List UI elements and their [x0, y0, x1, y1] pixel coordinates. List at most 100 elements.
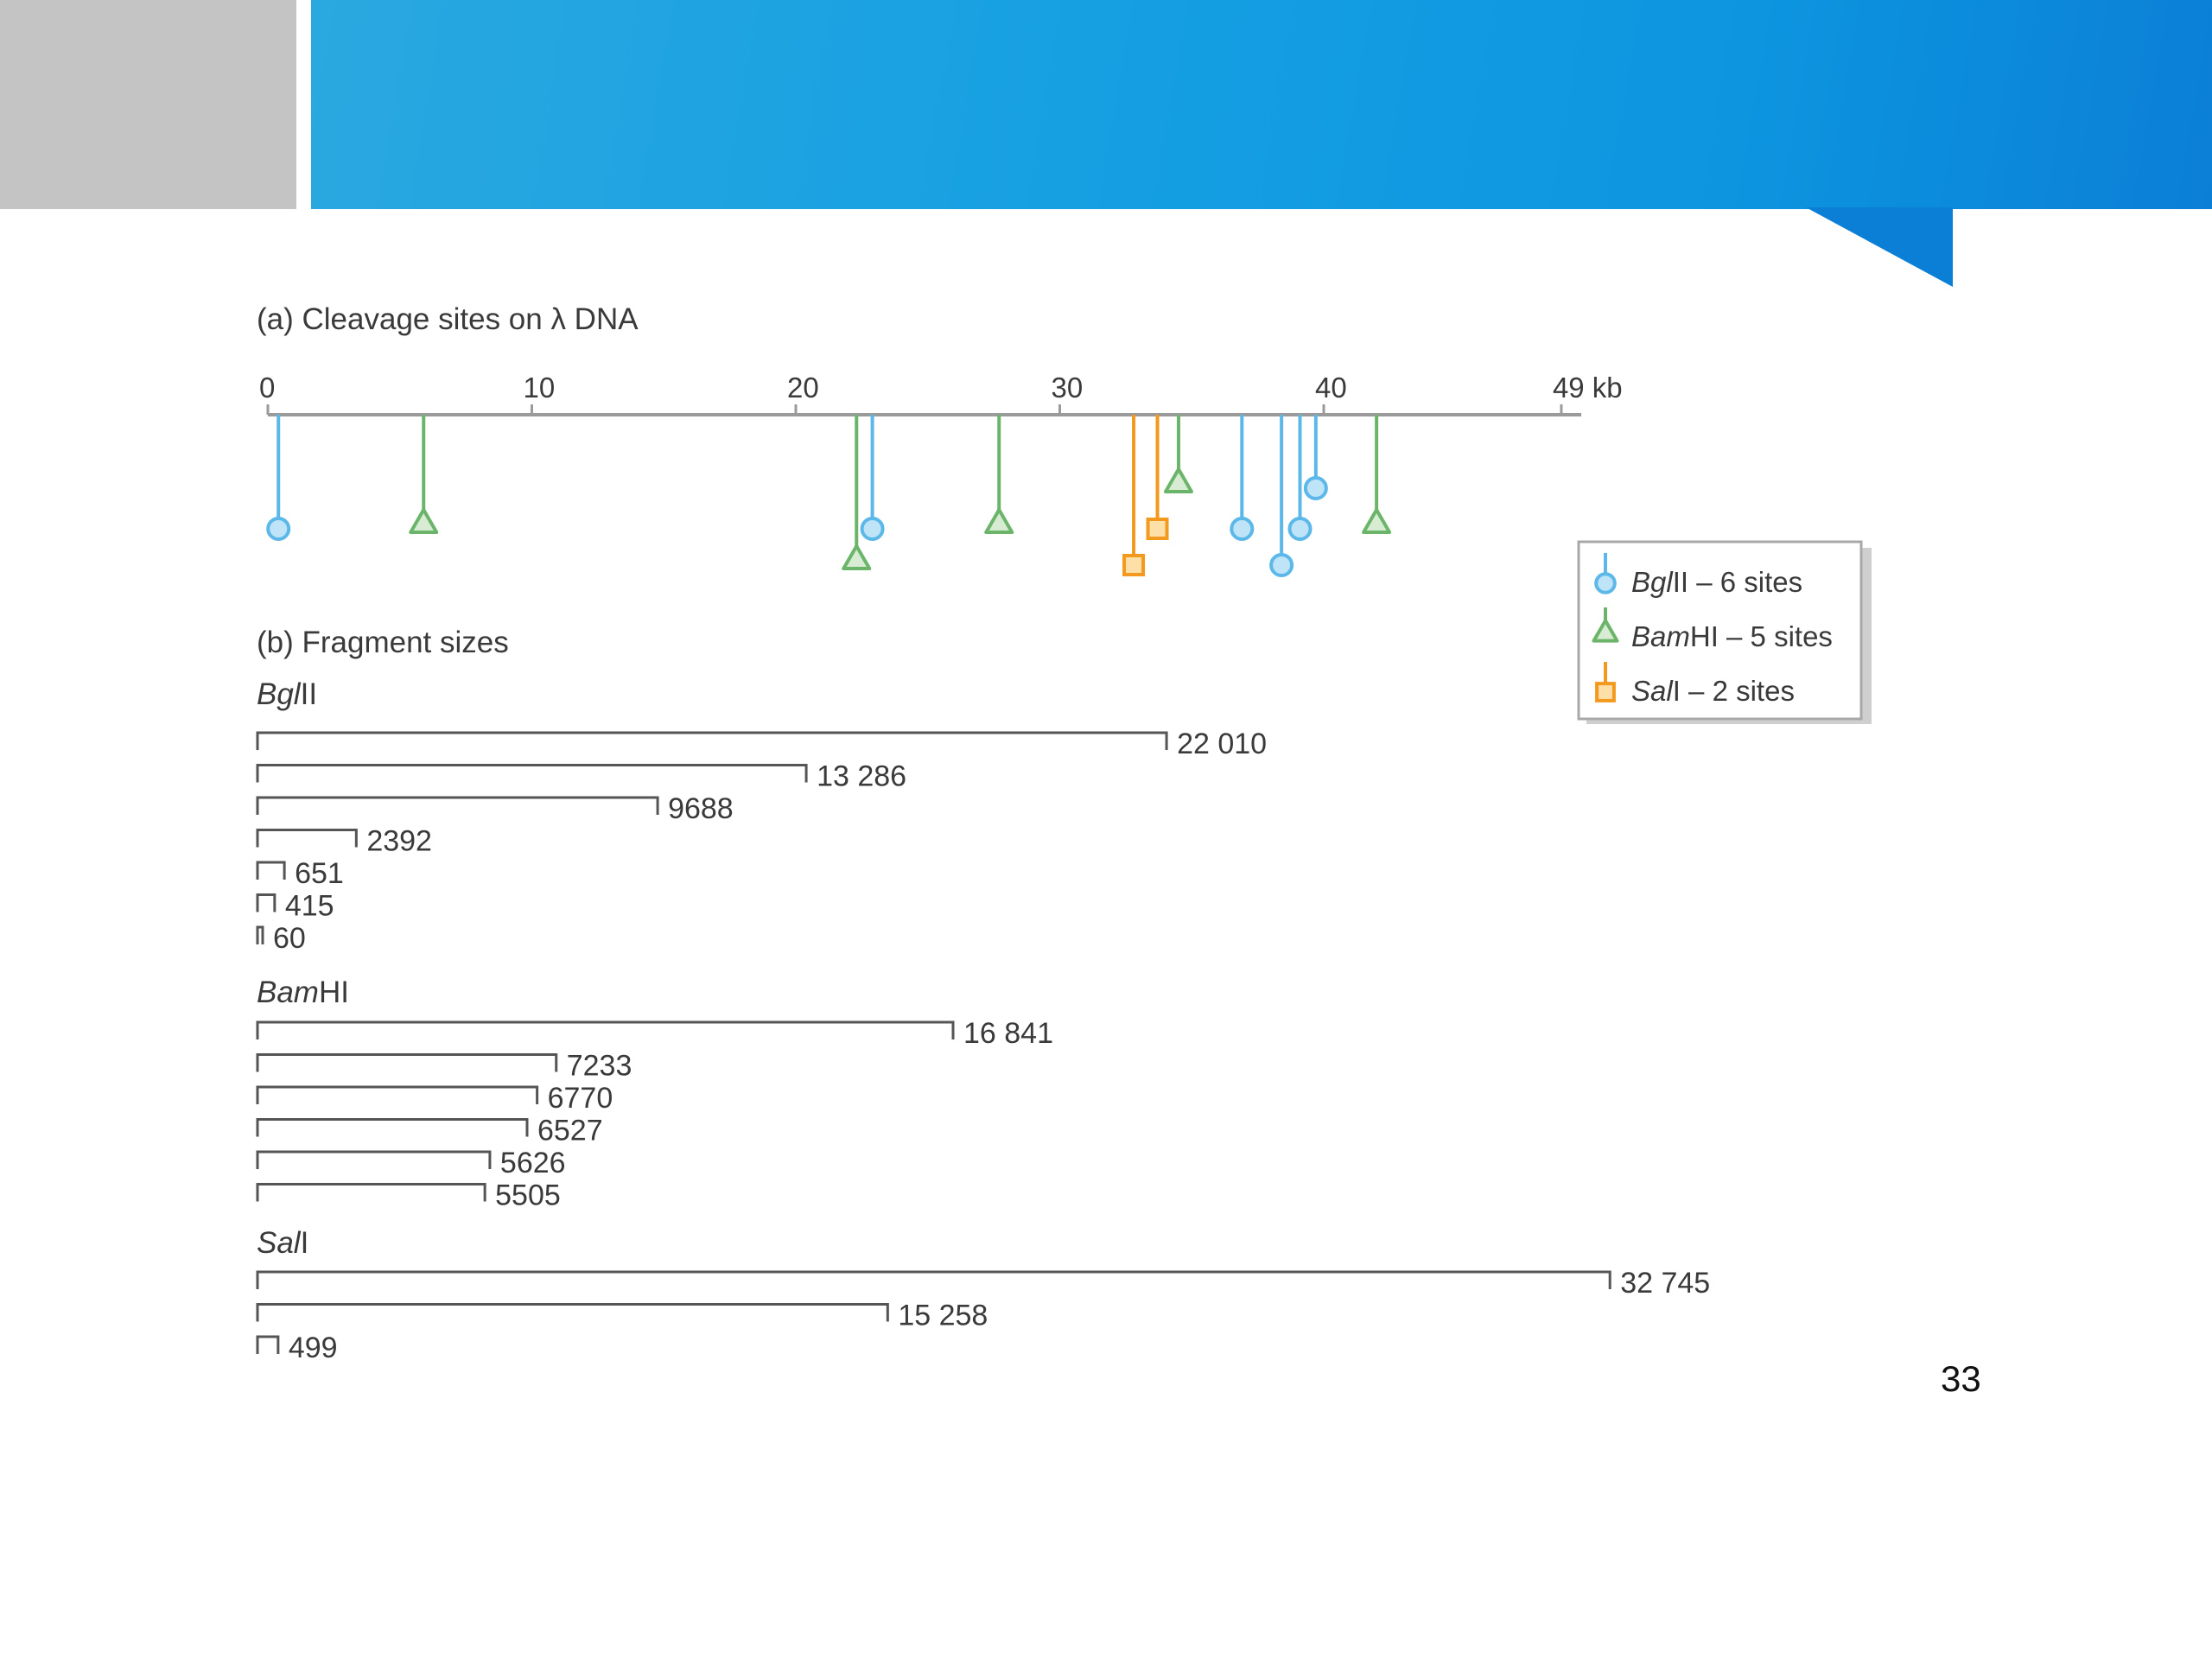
fragment-size-label: 499: [289, 1332, 338, 1364]
bamHI-site: [1163, 415, 1193, 493]
bamHI-site: [842, 415, 872, 570]
group-enzyme-italic: Bam: [257, 976, 319, 1009]
fragment-group-title: BglII: [257, 677, 317, 711]
salI-site: [1122, 415, 1146, 576]
fragment-bracket: [256, 893, 276, 912]
bglII-site: [1303, 415, 1328, 500]
axis-tick-label: 40: [1315, 372, 1347, 404]
legend-site-count: – 5 sites: [1719, 620, 1833, 652]
group-enzyme-rest: HI: [319, 976, 349, 1009]
bglII-site: [1287, 415, 1313, 541]
axis-tick-label: 20: [787, 372, 819, 404]
bglII-site: [1269, 415, 1294, 577]
bamHI-site-triangle-icon: [1163, 467, 1193, 493]
fragment-size-label: 651: [295, 857, 344, 890]
fragment-bracket: [256, 764, 808, 783]
fragment-size-label: 9688: [668, 792, 734, 825]
fragment-bracket: [256, 731, 1168, 750]
fragment-size-label: 15 258: [898, 1300, 988, 1332]
bglII-site-circle-icon: [1303, 476, 1328, 500]
panel-a-title: (a) Cleavage sites on λ DNA: [257, 302, 639, 336]
fragment-size-label: 6527: [537, 1115, 603, 1147]
bglII-site-circle-icon: [1287, 517, 1313, 541]
bglII-site-circle-icon: [860, 517, 885, 541]
group-enzyme-rest: II: [301, 677, 317, 711]
bamHI-site-triangle-icon: [1362, 508, 1392, 534]
fragment-bracket: [256, 925, 264, 944]
fragment-bracket: [256, 1270, 1611, 1289]
fragment-size-label: 60: [273, 922, 306, 955]
bamHI-site-triangle-icon: [984, 508, 1014, 534]
fragment-bracket: [256, 1183, 486, 1202]
fragment-bracket: [256, 1150, 492, 1169]
fragment-bracket: [256, 796, 659, 815]
bglII-site: [1230, 415, 1255, 541]
legend-site-count: – 2 sites: [1681, 675, 1795, 707]
salI-site-square-icon: [1146, 518, 1169, 540]
fragment-bracket: [256, 1085, 539, 1104]
legend-site-count: – 6 sites: [1688, 566, 1802, 598]
slide-number: 33: [1941, 1358, 1981, 1399]
legend-item: BamHI – 5 sites: [1592, 607, 1833, 652]
legend-enzyme-italic: Sal: [1631, 675, 1674, 707]
fragment-size-label: 6770: [548, 1082, 613, 1115]
fragment-size-label: 32 745: [1620, 1267, 1710, 1300]
legend-enzyme-rest: HI: [1690, 620, 1719, 652]
legend-enzyme-rest: I: [1673, 675, 1681, 707]
axis-tick-label: 10: [524, 372, 556, 404]
fragment-bracket: [256, 1053, 558, 1072]
bglII-site-circle-icon: [1269, 553, 1294, 577]
fragment-bracket: [256, 861, 286, 880]
legend-box: [1577, 540, 1863, 721]
fragment-size-label: 5505: [495, 1179, 561, 1212]
legend-items: BglII – 6 sites BamHI – 5 sites SalI – 2 s…: [1592, 553, 1833, 707]
axis-tick-label: 49 kb: [1553, 372, 1623, 404]
legend-enzyme-italic: Bgl: [1631, 566, 1674, 598]
legend-item: BglII – 6 sites: [1594, 553, 1802, 598]
legend-triangle-icon: [1592, 619, 1619, 643]
header-gray-block: [0, 0, 296, 209]
fragment-size-label: 16 841: [963, 1017, 1053, 1050]
fragment-size-label: 22 010: [1177, 728, 1267, 760]
legend: BglII – 6 sites BamHI – 5 sites SalI – 2 s…: [1577, 540, 1872, 724]
fragment-size-label: 5626: [500, 1147, 566, 1179]
fragment-size-label: 415: [285, 890, 334, 923]
panel-b-title: (b) Fragment sizes: [257, 626, 509, 659]
bglII-site-circle-icon: [1230, 517, 1255, 541]
legend-enzyme-italic: Bam: [1631, 620, 1690, 652]
legend-item-label: BamHI – 5 sites: [1631, 620, 1833, 652]
bamHI-site-triangle-icon: [409, 508, 439, 534]
axis-tick-label: 0: [259, 372, 275, 404]
legend-circle-icon: [1594, 572, 1617, 594]
fragment-group: SalI 32 745 15 258 499: [256, 1226, 1710, 1364]
fragment-size-label: 2392: [366, 825, 432, 858]
bglII-site: [266, 415, 291, 541]
fragment-bracket: [256, 1020, 955, 1039]
fragment-bracket: [256, 829, 358, 848]
fragment-bracket: [256, 1303, 889, 1322]
axis-ticks: 0 10 20 30 40 49 kb: [259, 372, 1623, 415]
group-enzyme-italic: Bgl: [257, 677, 302, 711]
bamHI-site: [409, 415, 439, 534]
legend-enzyme-rest: II: [1673, 566, 1688, 598]
cleavage-sites: [266, 415, 1392, 577]
axis-tick-label: 30: [1052, 372, 1084, 404]
header-banner: [311, 0, 2212, 209]
legend-item-label: BglII – 6 sites: [1631, 566, 1802, 598]
bglII-site: [860, 415, 885, 541]
legend-item-label: SalI – 2 sites: [1631, 675, 1795, 707]
group-enzyme-rest: I: [301, 1226, 309, 1260]
bglII-site-circle-icon: [266, 517, 291, 541]
salI-site-square-icon: [1122, 554, 1146, 576]
legend-item: SalI – 2 sites: [1595, 662, 1795, 707]
fragment-group-title: BamHI: [257, 976, 349, 1009]
group-enzyme-italic: Sal: [257, 1226, 302, 1260]
fragment-group-title: SalI: [257, 1226, 308, 1260]
fragment-bracket: [256, 1118, 529, 1137]
bamHI-site-triangle-icon: [842, 544, 872, 570]
banner-tail-shape: [1806, 207, 1953, 287]
